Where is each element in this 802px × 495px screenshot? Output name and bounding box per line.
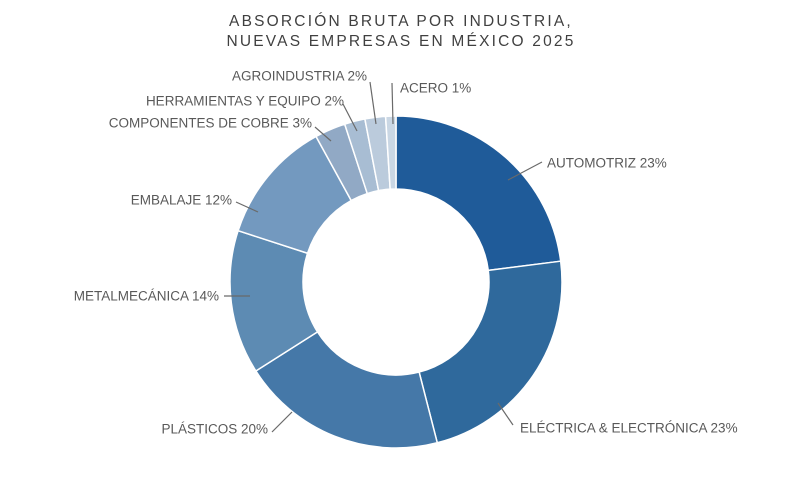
leader-line-agroindustria <box>369 81 377 125</box>
leader-line-automotriz <box>507 161 543 181</box>
leader-line-electrica-electronica <box>497 402 514 426</box>
leader-line-plasticos <box>271 411 293 433</box>
chart-title-line2: NUEVAS EMPRESAS EN MÉXICO 2025 <box>226 33 576 50</box>
chart-title-line1: ABSORCIÓN BRUTA POR INDUSTRIA, <box>229 13 573 30</box>
slice-label-electrica-electronica: ELÉCTRICA & ELECTRÓNICA 23% <box>520 420 738 436</box>
slice-label-agroindustria: AGROINDUSTRIA 2% <box>231 68 367 84</box>
slice-label-acero: ACERO 1% <box>400 80 472 96</box>
leader-line-embalaje <box>235 201 259 213</box>
slice-label-herramientas-y-equipo: HERRAMIENTAS Y EQUIPO 2% <box>145 93 344 109</box>
donut-slice-automotriz <box>395 115 562 272</box>
slice-label-metalmecanica: METALMECÁNICA 14% <box>73 288 219 304</box>
slice-label-plasticos: PLÁSTICOS 20% <box>161 421 268 437</box>
slice-label-embalaje: EMBALAJE 12% <box>130 192 232 208</box>
donut-slice-electrica-electronica <box>418 260 563 444</box>
chart-title: ABSORCIÓN BRUTA POR INDUSTRIA, NUEVAS EM… <box>0 12 802 52</box>
leader-line-herramientas-y-equipo <box>342 103 358 132</box>
donut-slice-plasticos <box>255 331 439 449</box>
slice-label-automotriz: AUTOMOTRIZ 23% <box>547 155 667 171</box>
leader-line-acero <box>391 82 394 125</box>
slice-label-componentes-de-cobre: COMPONENTES DE COBRE 3% <box>108 115 312 131</box>
donut-slice-acero <box>384 115 397 190</box>
leader-line-componentes-de-cobre <box>314 126 332 142</box>
